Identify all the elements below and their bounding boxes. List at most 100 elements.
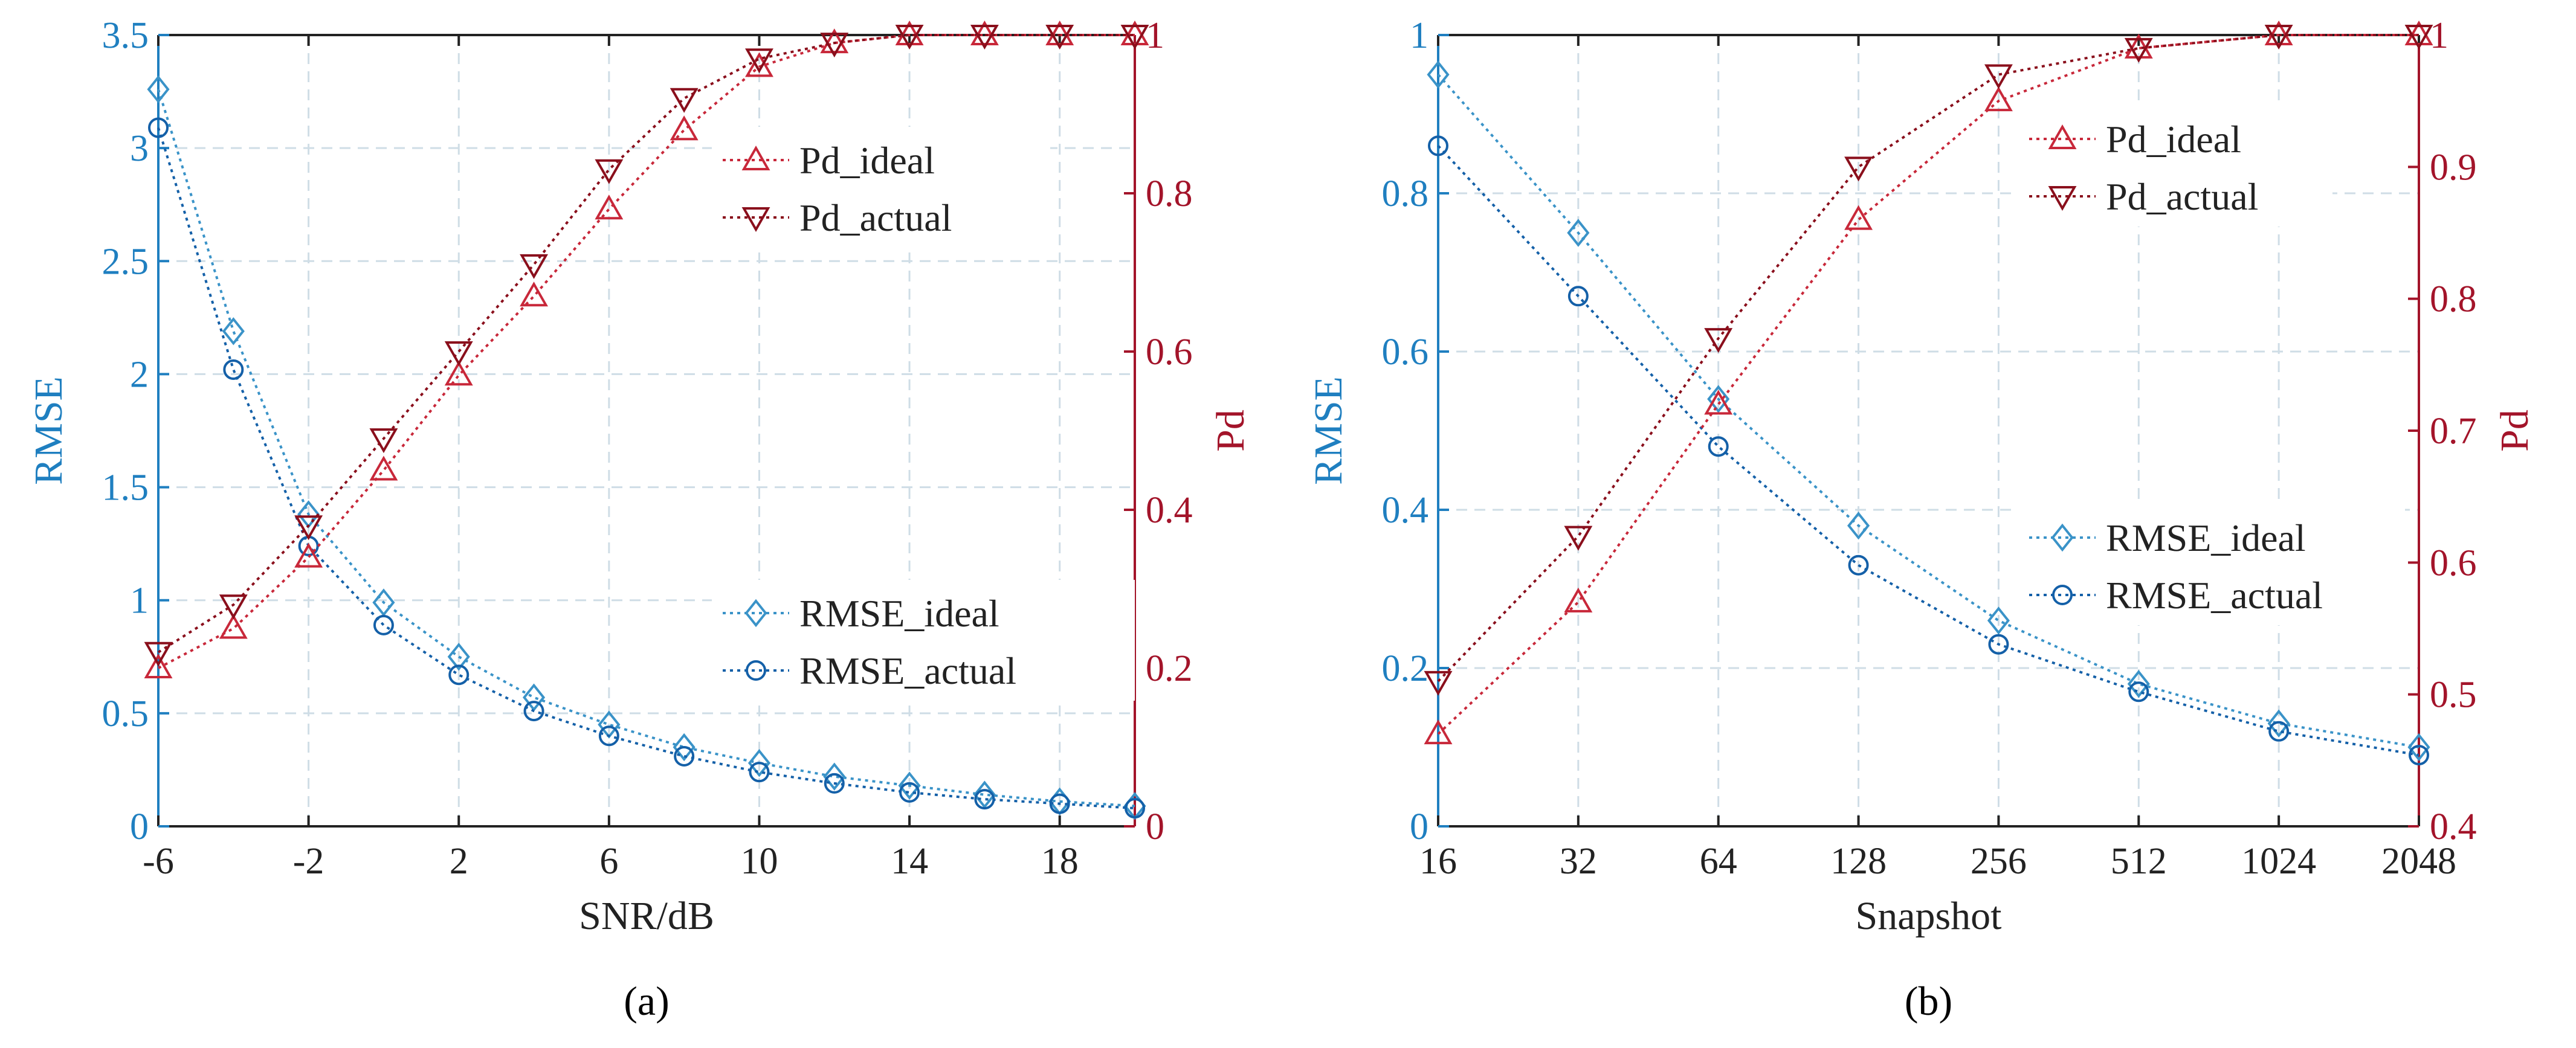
left-y-tick-label: 0 [130, 806, 149, 847]
legend-label: Pd_actual [799, 196, 952, 239]
data-point [2404, 20, 2433, 45]
series-line [157, 127, 1135, 810]
series-line [1437, 34, 2419, 735]
data-point [369, 428, 398, 454]
data-point [820, 33, 849, 58]
legend-legend_bottom: RMSE_ideal RMSE_actual [2018, 504, 2405, 625]
data-point [1984, 86, 2013, 112]
legend-label: RMSE_actual [799, 649, 1016, 692]
legend-marker [2051, 523, 2074, 552]
data-point [1424, 719, 1453, 745]
right-y-tick-label: 0.8 [2430, 279, 2477, 320]
right-y-tick-label: 0 [1146, 806, 1164, 847]
data-point [1567, 219, 1590, 247]
x-tick-label: 6 [599, 841, 618, 882]
data-point [745, 52, 773, 77]
legend-label: Pd_ideal [2106, 118, 2241, 161]
x-tick-label: 256 [1971, 841, 2027, 882]
legend-label: RMSE_ideal [2106, 516, 2306, 559]
x-tick-label: -6 [143, 841, 174, 882]
legend-label: RMSE_actual [2106, 574, 2323, 617]
data-point [520, 281, 548, 307]
legend-marker [744, 599, 767, 628]
right-y-tick-label: 0.7 [2430, 411, 2477, 452]
data-point [1987, 606, 2010, 635]
data-point [147, 75, 170, 104]
panel-a-chart: -6 -2 2 6 10 14 18 0 0.5 1 1.5 2 2.5 3 3.5 0 0.2 0.4 0.6 0.… [27, 15, 1253, 938]
series-pd-ideal [1424, 20, 2433, 745]
data-point [447, 643, 470, 671]
legend-legend_bottom: RMSE_ideal RMSE_actual [712, 580, 1135, 701]
right-y-tick-label: 0.4 [2430, 806, 2477, 847]
legend-marker [741, 207, 770, 233]
legend-marker [746, 660, 766, 681]
series-rmse-actual [148, 117, 1145, 819]
data-point [674, 745, 695, 767]
x-tick-label: 2 [450, 841, 468, 882]
legend-box [2018, 504, 2405, 625]
right-y-tick-label: 0.6 [2430, 542, 2477, 583]
left-y-tick-label: 3 [130, 128, 149, 169]
data-point [598, 725, 619, 747]
data-point [520, 254, 548, 279]
data-point [372, 588, 395, 617]
data-point [745, 48, 773, 74]
right-y-tick-label: 0.8 [1146, 173, 1193, 214]
data-point [444, 361, 473, 386]
series-rmse-actual [1428, 135, 2429, 766]
data-point [2267, 709, 2290, 738]
data-point [1120, 25, 1149, 50]
panel-a-label: (a) [624, 978, 669, 1024]
data-point [2268, 721, 2290, 742]
left-y-tick-label: 1.5 [102, 468, 149, 509]
data-point [2127, 669, 2150, 698]
data-point [823, 762, 846, 791]
left-y-axis-title: RMSE [1306, 376, 1351, 485]
data-point [973, 780, 996, 809]
series-line [1437, 34, 2419, 683]
data-point [747, 748, 771, 777]
data-point [444, 341, 473, 367]
series-line [1437, 74, 2419, 748]
data-point [670, 88, 699, 113]
data-point [974, 789, 995, 810]
legend-legend_top: Pd_ideal Pd_actual [2018, 106, 2332, 227]
panel-b-label: (b) [1905, 978, 1952, 1024]
data-point [522, 683, 546, 712]
right-y-axis-title: Pd [2493, 410, 2537, 452]
data-point [1847, 511, 1870, 540]
data-point [970, 25, 999, 50]
x-axis-title: SNR/dB [579, 894, 714, 938]
data-point [1564, 526, 1593, 551]
data-point [1844, 205, 1873, 230]
data-point [2124, 37, 2153, 63]
left-y-tick-label: 0.6 [1382, 332, 1429, 373]
left-y-tick-label: 1 [130, 580, 149, 622]
right-y-tick-label: 0.6 [1146, 332, 1193, 373]
legend-box [712, 580, 1135, 701]
right-y-axis-title: Pd [1209, 410, 1253, 452]
data-point [373, 614, 394, 635]
left-y-tick-label: 0.8 [1382, 173, 1429, 214]
data-point [595, 159, 624, 184]
series-rmse-ideal [1427, 60, 2430, 762]
x-tick-label: 32 [1560, 841, 1597, 882]
data-point [1049, 793, 1070, 814]
x-tick-label: 18 [1041, 841, 1079, 882]
data-point [148, 117, 169, 138]
legend-legend_top: Pd_ideal Pd_actual [712, 127, 1050, 248]
left-y-tick-label: 0 [1410, 806, 1428, 847]
series-pd-actual [144, 25, 1149, 667]
series-rmse-ideal [147, 75, 1146, 820]
data-point [219, 614, 248, 639]
data-point [1704, 328, 1733, 353]
data-point [1848, 555, 1869, 576]
data-point [523, 701, 544, 722]
data-point [144, 653, 173, 678]
data-point [1045, 20, 1074, 45]
x-tick-label: 128 [1830, 841, 1887, 882]
left-y-tick-label: 3.5 [102, 15, 149, 56]
x-tick-label: 16 [1419, 841, 1457, 882]
data-point [970, 20, 999, 45]
data-point [1704, 390, 1733, 415]
